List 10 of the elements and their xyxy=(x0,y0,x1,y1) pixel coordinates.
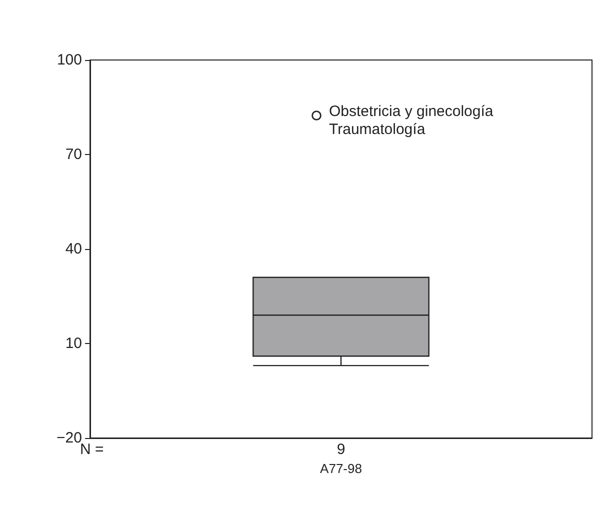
y-tick-label: 40 xyxy=(65,240,82,258)
text: N = xyxy=(80,441,104,458)
y-tick-label: −20 xyxy=(56,430,82,446)
y-tick-label: 70 xyxy=(65,146,82,163)
y-tick-label: 100 xyxy=(56,52,82,68)
y-tick-label: 10 xyxy=(65,335,82,352)
annotation: Traumatología xyxy=(329,121,426,138)
text: 9 xyxy=(336,441,346,458)
x-tick-label: A77-98 xyxy=(320,461,362,476)
annotation: Obstetricia y ginecología xyxy=(329,103,494,120)
